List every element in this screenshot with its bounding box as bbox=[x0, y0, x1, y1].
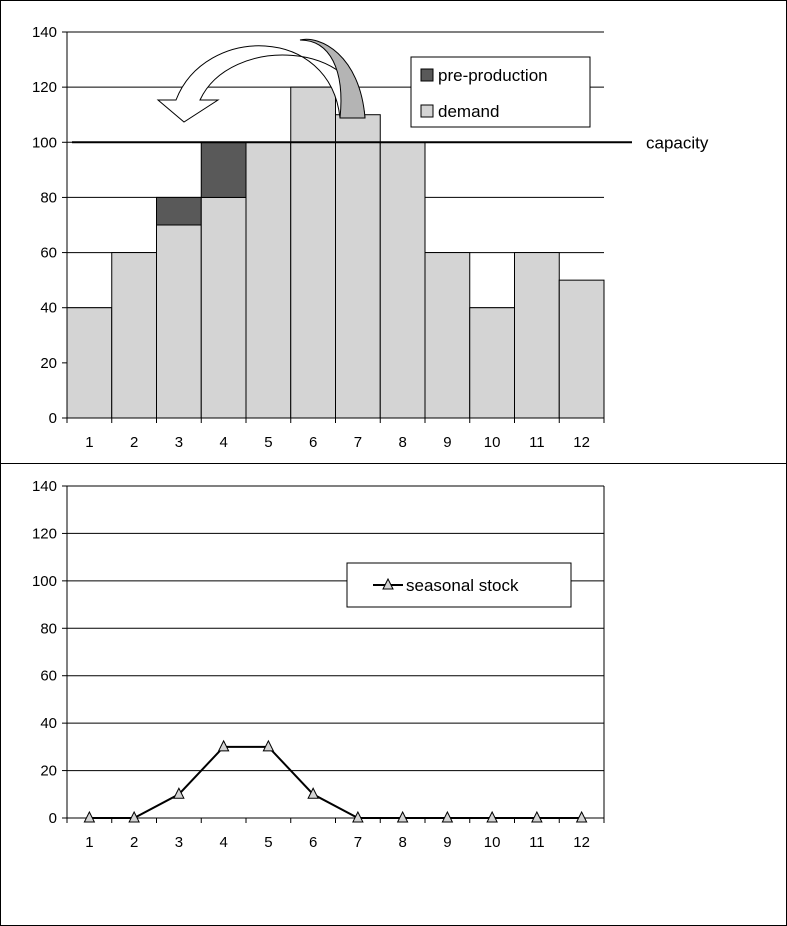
y-tick-label: 20 bbox=[40, 355, 57, 372]
bar-demand-4 bbox=[200, 196, 247, 419]
y-tick-label: 140 bbox=[32, 478, 57, 495]
x-tick-label: 1 bbox=[85, 834, 93, 851]
legend: seasonal stock bbox=[346, 562, 572, 608]
y-tick-label: 40 bbox=[40, 300, 57, 317]
y-tick-label: 20 bbox=[40, 763, 57, 780]
bar-demand-8 bbox=[379, 141, 426, 419]
y-tick-label: 120 bbox=[32, 79, 57, 96]
x-tick-label: 4 bbox=[219, 834, 227, 851]
x-tick-label: 7 bbox=[354, 434, 362, 451]
legend-triangle-icon bbox=[382, 577, 394, 590]
bar-demand-10 bbox=[469, 307, 515, 419]
y-tick-label: 0 bbox=[49, 810, 57, 827]
x-tick-label: 3 bbox=[175, 834, 183, 851]
x-tick-label: 9 bbox=[443, 434, 451, 451]
y-tick-labels: 0 20 40 60 80 100 120 140 bbox=[32, 24, 67, 427]
marker-point bbox=[531, 810, 543, 823]
y-tick-label: 140 bbox=[32, 24, 57, 41]
x-tick-label: 9 bbox=[443, 834, 451, 851]
marker-point bbox=[83, 810, 96, 823]
y-tick-label: 80 bbox=[40, 620, 57, 637]
legend-box bbox=[410, 56, 591, 128]
shift-arrow-shade bbox=[299, 38, 366, 119]
y-tick-label: 100 bbox=[32, 573, 57, 590]
marker-point bbox=[575, 810, 588, 823]
bar-demand-1 bbox=[66, 307, 113, 419]
x-tick-label: 2 bbox=[130, 834, 138, 851]
y-tick-label: 40 bbox=[40, 715, 57, 732]
legend: pre-production demand bbox=[410, 56, 591, 128]
y-tick-label: 60 bbox=[40, 668, 57, 685]
x-tick-label: 8 bbox=[398, 834, 406, 851]
x-tick-labels: 1 2 3 4 5 6 7 8 9 10 11 12 bbox=[66, 818, 605, 851]
y-tick-labels: 0 20 40 60 80 100 120 140 bbox=[32, 478, 67, 827]
x-tick-label: 5 bbox=[264, 434, 272, 451]
legend-swatch-pre-production bbox=[420, 68, 434, 82]
bar-pre-production-3 bbox=[156, 196, 202, 226]
legend-label-demand: demand bbox=[438, 102, 499, 121]
marker-point bbox=[352, 810, 364, 823]
series-line-seasonal-stock bbox=[89, 745, 582, 819]
marker-point bbox=[173, 787, 185, 799]
y-gridlines bbox=[67, 485, 605, 818]
y-tick-label: 0 bbox=[49, 410, 57, 427]
bar-demand-3 bbox=[156, 224, 202, 419]
x-tick-label: 5 bbox=[264, 834, 272, 851]
marker-point bbox=[262, 739, 275, 752]
marker-point bbox=[396, 810, 409, 823]
x-tick-label: 4 bbox=[219, 434, 227, 451]
y-tick-label: 60 bbox=[40, 245, 57, 262]
x-tick-label: 1 bbox=[85, 434, 93, 451]
x-tick-label: 12 bbox=[573, 434, 590, 451]
x-tick-label: 2 bbox=[130, 434, 138, 451]
legend-label-seasonal-stock: seasonal stock bbox=[406, 576, 519, 595]
legend-label-pre-production: pre-production bbox=[438, 66, 548, 85]
shift-arrow-shape bbox=[156, 45, 366, 123]
y-tick-label: 120 bbox=[32, 525, 57, 542]
x-tick-label: 7 bbox=[354, 834, 362, 851]
bar-demand-2 bbox=[111, 252, 157, 419]
bar-demand-12 bbox=[558, 279, 605, 419]
x-tick-label: 6 bbox=[309, 434, 317, 451]
marker-point bbox=[441, 810, 454, 823]
x-tick-label: 8 bbox=[398, 434, 406, 451]
bar-demand-7 bbox=[335, 114, 381, 419]
marker-point bbox=[307, 787, 319, 799]
shift-arrow bbox=[156, 38, 366, 123]
x-tick-label: 10 bbox=[484, 434, 501, 451]
marker-point bbox=[128, 810, 140, 823]
x-tick-label: 11 bbox=[529, 434, 545, 451]
bar-demand-11 bbox=[514, 252, 560, 419]
x-tick-label: 6 bbox=[309, 834, 317, 851]
bar-demand-5 bbox=[245, 141, 292, 419]
capacity-line: capacity bbox=[72, 133, 709, 152]
x-tick-labels: 1 2 3 4 5 6 7 8 9 10 11 12 bbox=[66, 418, 605, 451]
x-tick-label: 11 bbox=[529, 834, 545, 851]
x-tick-label: 12 bbox=[573, 834, 590, 851]
bar-pre-production-4 bbox=[200, 141, 247, 198]
series-markers bbox=[83, 739, 588, 823]
x-tick-label: 3 bbox=[175, 434, 183, 451]
y-tick-label: 100 bbox=[32, 134, 57, 151]
capacity-label: capacity bbox=[646, 133, 709, 152]
marker-point bbox=[486, 810, 498, 823]
bar-demand-9 bbox=[424, 252, 471, 419]
bar-demand-6 bbox=[290, 86, 336, 419]
legend-swatch-demand bbox=[420, 104, 434, 118]
marker-point bbox=[217, 739, 230, 752]
x-tick-label: 10 bbox=[484, 834, 501, 851]
y-tick-label: 80 bbox=[40, 189, 57, 206]
